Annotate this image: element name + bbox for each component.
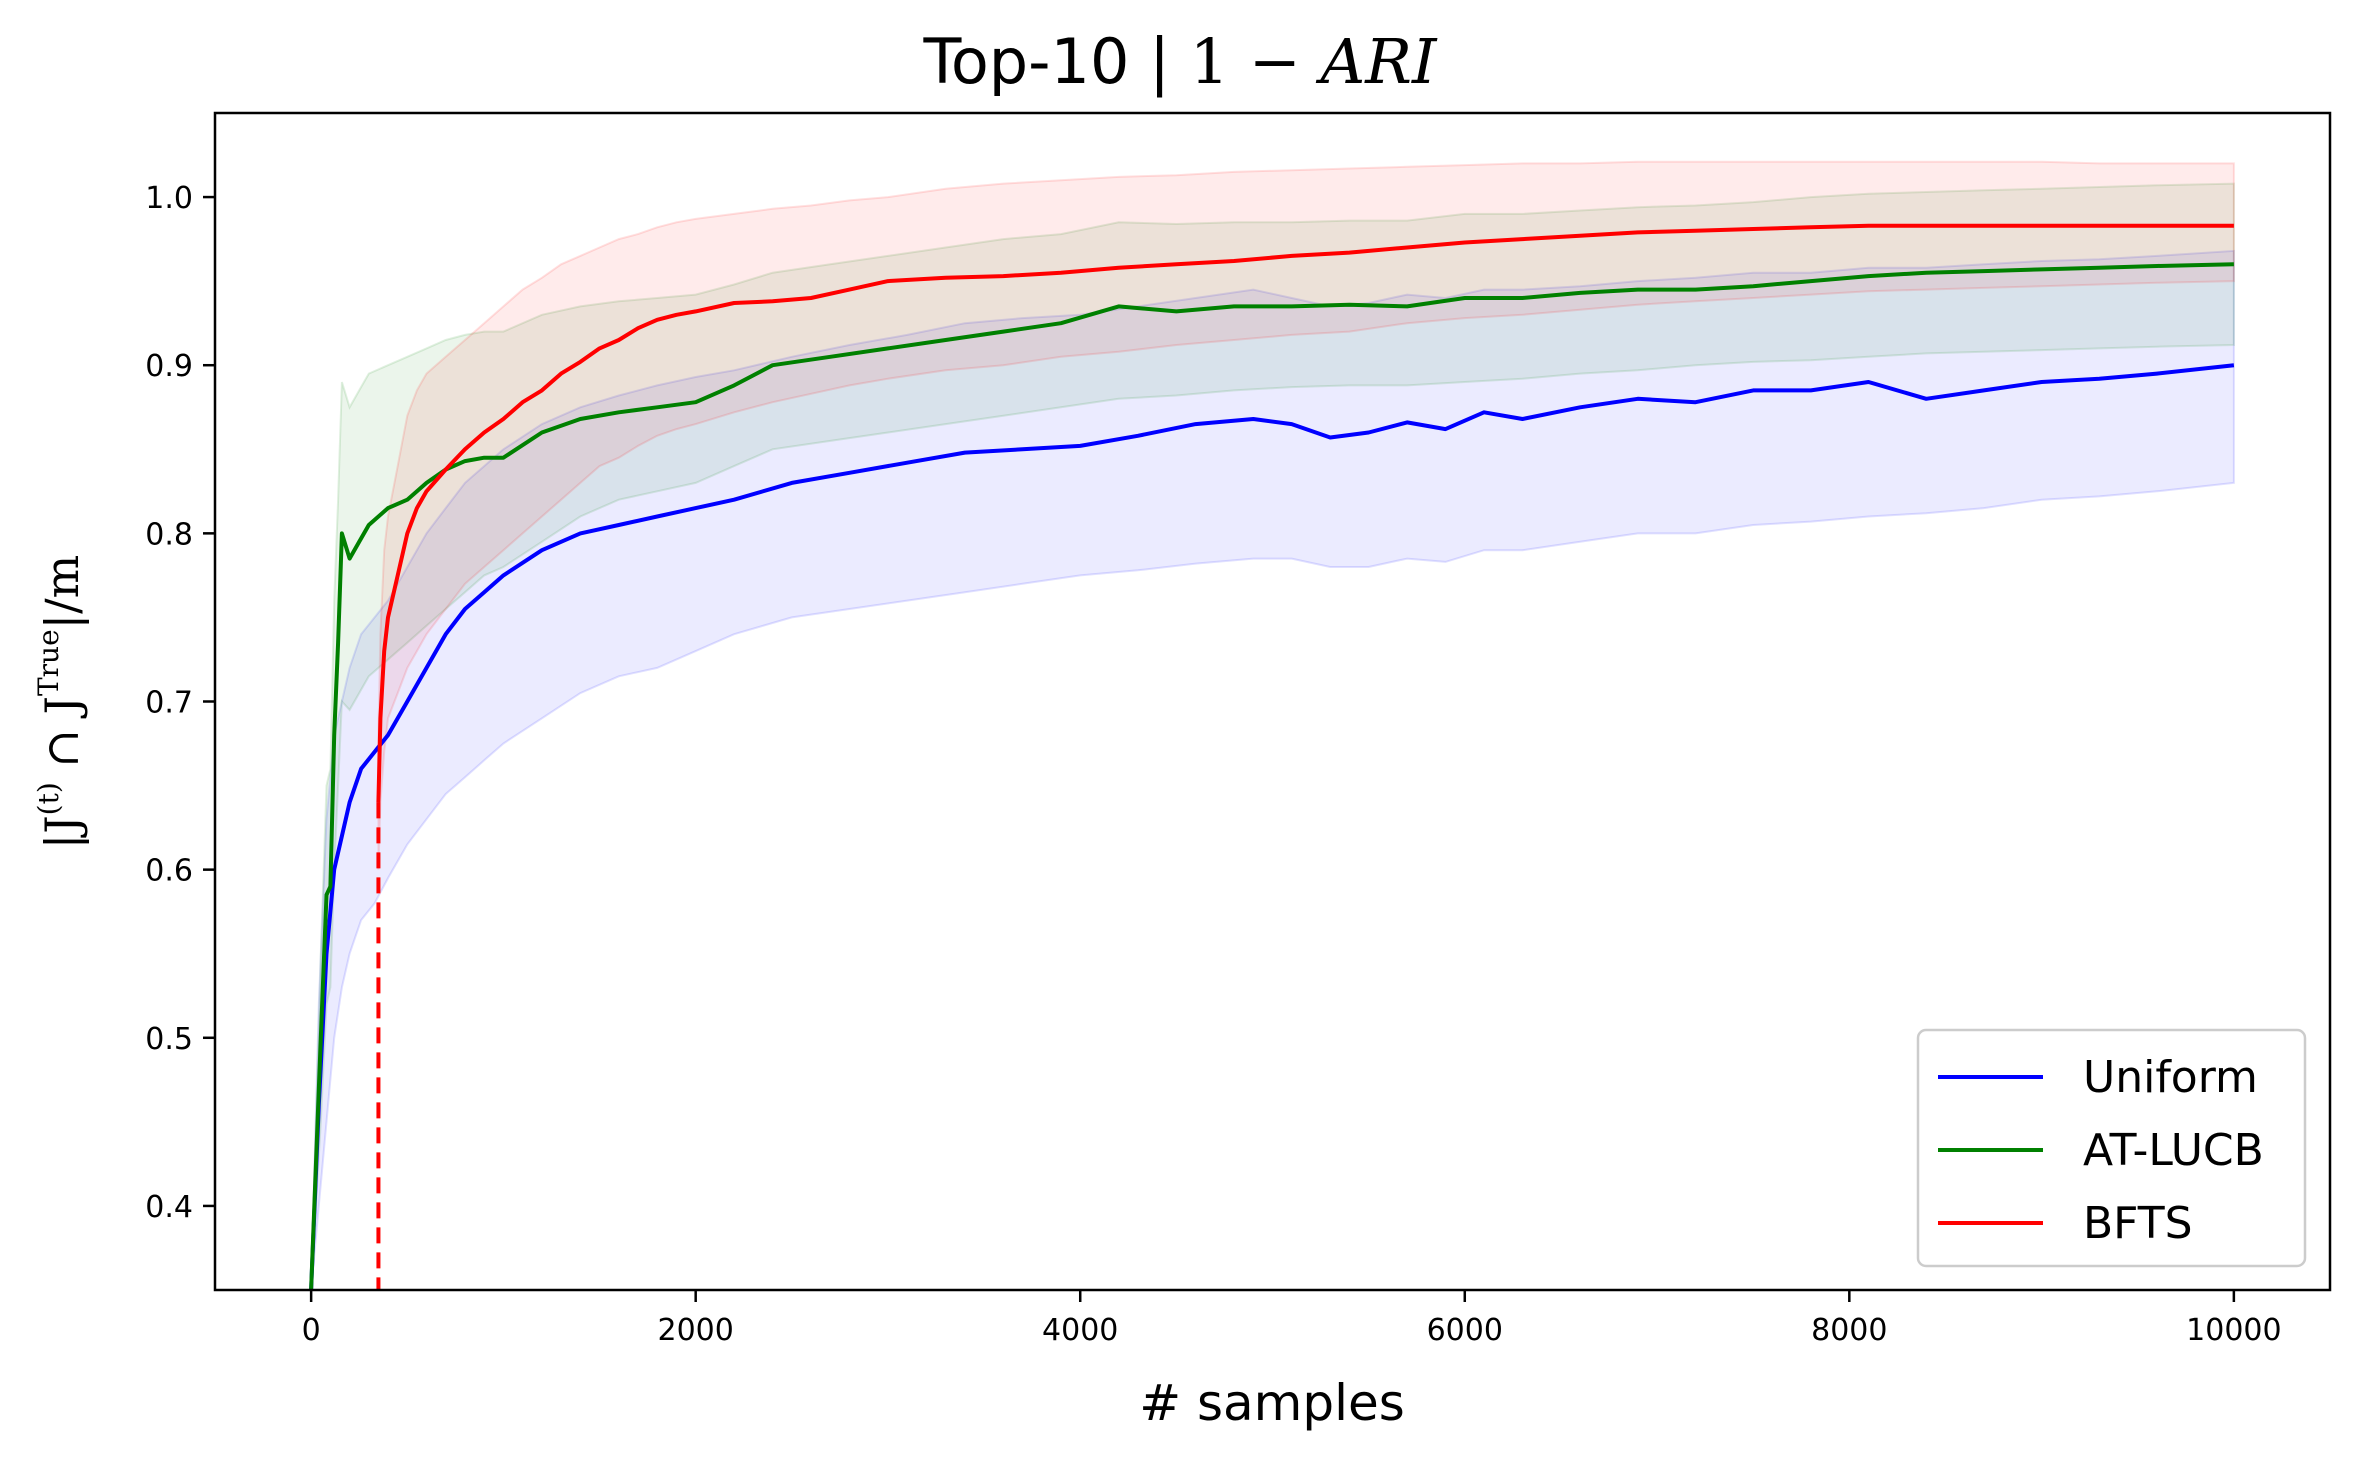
series-line-at-lucb	[309, 262, 2234, 1291]
x-tick-label: 6000	[1427, 1313, 1503, 1348]
legend-label-uniform: Uniform	[2083, 1052, 2258, 1103]
x-tick-label: 8000	[1811, 1313, 1887, 1348]
x-tick-label: 4000	[1042, 1313, 1118, 1348]
band-bfts	[377, 160, 2235, 870]
y-axis-title-part-d: True	[32, 629, 65, 696]
chart-title: Top-10 | 1 − ARI	[923, 25, 1438, 99]
y-tick-label: 0.5	[145, 1022, 193, 1057]
y-axis-title-part-a: |J	[35, 815, 89, 849]
y-axis-title-part-b: (t)	[32, 782, 65, 815]
legend-label-bfts: BFTS	[2083, 1198, 2193, 1249]
legend-label-at-lucb: AT-LUCB	[2083, 1125, 2264, 1176]
chart-title-math-italic: ARI	[1316, 25, 1438, 98]
y-axis-title: |J(t) ∩ JTrue|/m	[32, 555, 89, 850]
series-line-bfts	[376, 223, 2234, 803]
y-axis-ticks: 0.4 0.5 0.6 0.7 0.8 0.9 1.0	[145, 181, 215, 1225]
y-tick-label: 0.4	[145, 1190, 193, 1225]
y-tick-label: 0.6	[145, 854, 193, 889]
x-axis-ticks: 0 2000 4000 6000 8000 10000	[302, 1290, 2282, 1348]
y-tick-label: 1.0	[145, 181, 193, 216]
chart-title-math: 1 −	[1190, 25, 1321, 98]
series-lines	[309, 223, 2235, 1291]
chart-title-text: Top-10 |	[923, 25, 1190, 99]
legend: Uniform AT-LUCB BFTS	[1916, 1028, 2307, 1268]
legend-box	[1916, 1028, 2307, 1268]
y-tick-label: 0.7	[145, 686, 193, 721]
y-axis-title-part-e: |/m	[35, 555, 89, 630]
x-axis-title: # samples	[1139, 1374, 1405, 1432]
y-axis-title-part-c: ∩ J	[35, 696, 89, 782]
y-tick-label: 0.9	[145, 349, 193, 384]
x-tick-label: 2000	[658, 1313, 734, 1348]
x-tick-label: 0	[302, 1313, 321, 1348]
series-line-uniform	[309, 363, 2235, 1291]
x-tick-label: 10000	[2186, 1313, 2281, 1348]
y-tick-label: 0.8	[145, 517, 193, 552]
